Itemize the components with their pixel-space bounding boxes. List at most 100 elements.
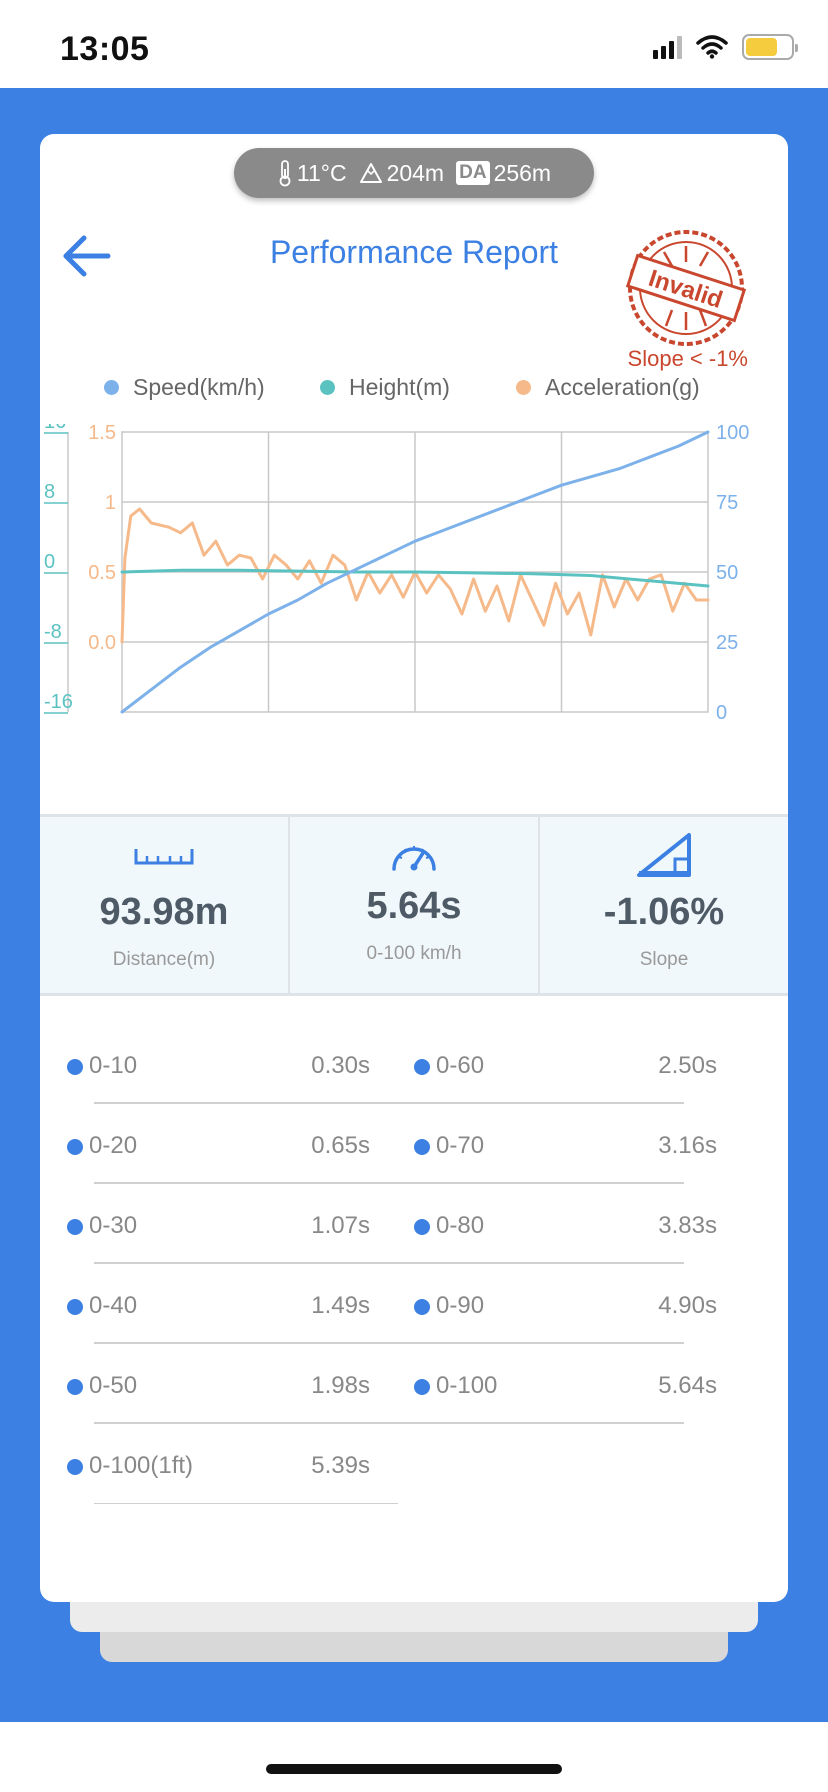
split-time: 0.30s — [311, 1052, 370, 1079]
split-dot — [67, 1059, 83, 1075]
speed-tick-label: 0 — [716, 702, 727, 724]
split-label: 0-20 — [89, 1132, 138, 1159]
accel-tick-label: 1.5 — [88, 424, 116, 444]
stat-slope-label: Slope — [639, 949, 689, 970]
series-line-accel — [120, 507, 710, 644]
page-title: Performance Report — [269, 234, 559, 270]
stat-acceleration-time: 5.64s 0-100 km/h — [290, 817, 540, 993]
stats-row: 93.98m Distance(m) 5.64s 0-100 km/h — [40, 814, 788, 996]
stat-slope-value: -1.06% — [603, 891, 725, 933]
thermometer-icon — [279, 160, 291, 187]
speed-tick-label: 25 — [716, 632, 738, 654]
report-card: 11°C 204m DA 256m Performance Report — [40, 134, 788, 1602]
wifi-icon — [696, 35, 728, 59]
split-dot — [67, 1219, 83, 1235]
chart-legend: Speed(km/h) Height(m) Acceleration(g) — [60, 374, 780, 404]
ruler-icon — [134, 849, 194, 865]
split-0-30: 0-30 1.07s — [40, 1184, 370, 1264]
split-dot — [67, 1139, 83, 1155]
cellular-signal-icon — [653, 35, 682, 59]
speedometer-icon — [392, 846, 436, 871]
split-label: 0-60 — [436, 1052, 485, 1079]
weather-pill: 11°C 204m DA 256m — [234, 148, 594, 198]
split-time: 1.07s — [311, 1212, 370, 1239]
slope-icon — [637, 833, 691, 877]
density-altitude: DA 256m — [456, 160, 551, 187]
split-dot — [67, 1299, 83, 1315]
split-time: 1.49s — [311, 1292, 370, 1319]
split-0-40: 0-40 1.49s — [40, 1264, 370, 1344]
series-line-speed — [120, 430, 710, 714]
stat-distance-label: Distance(m) — [112, 949, 216, 970]
legend-height[interactable]: Height(m) — [320, 374, 450, 401]
da-badge: DA — [456, 161, 490, 185]
split-0-10: 0-10 0.30s — [40, 1024, 370, 1104]
stat-slope: -1.06% Slope — [540, 817, 788, 993]
height-tick-label: 0 — [44, 551, 55, 573]
split-time: 1.98s — [311, 1372, 370, 1399]
split-0-60: 0-60 2.50s — [387, 1024, 717, 1104]
home-indicator[interactable] — [266, 1764, 562, 1774]
split-time: 3.16s — [658, 1132, 717, 1159]
split-0-20: 0-20 0.65s — [40, 1104, 370, 1184]
stat-acceleration-value: 5.64s — [366, 885, 462, 927]
stat-distance: 93.98m Distance(m) — [40, 817, 290, 993]
height-tick-label: -16 — [44, 691, 73, 713]
mountain-icon — [359, 163, 382, 183]
legend-speed-label: Speed(km/h) — [133, 374, 265, 400]
speed-tick-label: 75 — [716, 492, 738, 514]
temperature-value: 11°C — [296, 159, 347, 186]
split-dot — [67, 1379, 83, 1395]
split-dot — [414, 1219, 430, 1235]
split-dot — [414, 1299, 430, 1315]
speed-tick-label: 50 — [716, 562, 738, 584]
row-divider — [94, 1102, 684, 1104]
accel-tick-label: 1 — [105, 492, 116, 514]
split-0-100: 0-100 5.64s — [387, 1344, 717, 1424]
split-label: 0-70 — [436, 1132, 485, 1159]
arrow-left-icon — [63, 235, 111, 277]
split-0-80: 0-80 3.83s — [387, 1184, 717, 1264]
split-dot — [414, 1379, 430, 1395]
legend-acceleration[interactable]: Acceleration(g) — [516, 374, 700, 401]
split-time: 5.39s — [311, 1452, 370, 1479]
status-icons — [653, 34, 798, 60]
split-0-100-1ft: 0-100(1ft) 5.39s — [40, 1424, 398, 1504]
split-label: 0-10 — [89, 1052, 138, 1079]
split-0-90: 0-90 4.90s — [387, 1264, 717, 1344]
split-time: 0.65s — [311, 1132, 370, 1159]
stat-distance-value: 93.98m — [99, 891, 229, 933]
legend-speed[interactable]: Speed(km/h) — [104, 374, 265, 401]
split-time: 5.64s — [658, 1372, 717, 1399]
split-label: 0-100 — [436, 1372, 498, 1399]
chart-lines — [120, 430, 710, 714]
row-divider — [94, 1262, 684, 1264]
split-label: 0-50 — [89, 1372, 138, 1399]
split-label: 0-90 — [436, 1292, 485, 1319]
density-altitude-value: 256m — [493, 159, 552, 186]
split-0-70: 0-70 3.16s — [387, 1104, 717, 1184]
slope-warning: Slope < -1% — [627, 346, 748, 371]
altitude: 204m — [359, 160, 444, 187]
split-divider — [94, 1502, 398, 1504]
performance-chart: 16 8 0 -8 -16 1.5 1 0.5 0.0 100 75 50 25 0 — [44, 424, 749, 724]
split-dot — [414, 1139, 430, 1155]
back-button[interactable] — [56, 226, 116, 286]
accel-tick-label: 0.0 — [88, 632, 116, 654]
split-0-50: 0-50 1.98s — [40, 1344, 370, 1424]
legend-speed-dot — [104, 380, 119, 395]
split-time: 4.90s — [658, 1292, 717, 1319]
height-tick-label: -8 — [44, 621, 62, 643]
row-divider — [94, 1422, 684, 1424]
legend-height-label: Height(m) — [349, 374, 450, 400]
height-tick-label: 8 — [44, 481, 55, 503]
status-bar: 13:05 — [0, 0, 828, 88]
battery-icon — [742, 34, 798, 60]
split-dot — [414, 1059, 430, 1075]
split-time: 2.50s — [658, 1052, 717, 1079]
legend-acceleration-dot — [516, 380, 531, 395]
row-divider — [94, 1342, 684, 1344]
split-label: 0-30 — [89, 1212, 138, 1239]
chart-axes: 16 8 0 -8 -16 1.5 1 0.5 0.0 100 75 50 25 0 — [44, 424, 749, 724]
split-time: 3.83s — [658, 1212, 717, 1239]
